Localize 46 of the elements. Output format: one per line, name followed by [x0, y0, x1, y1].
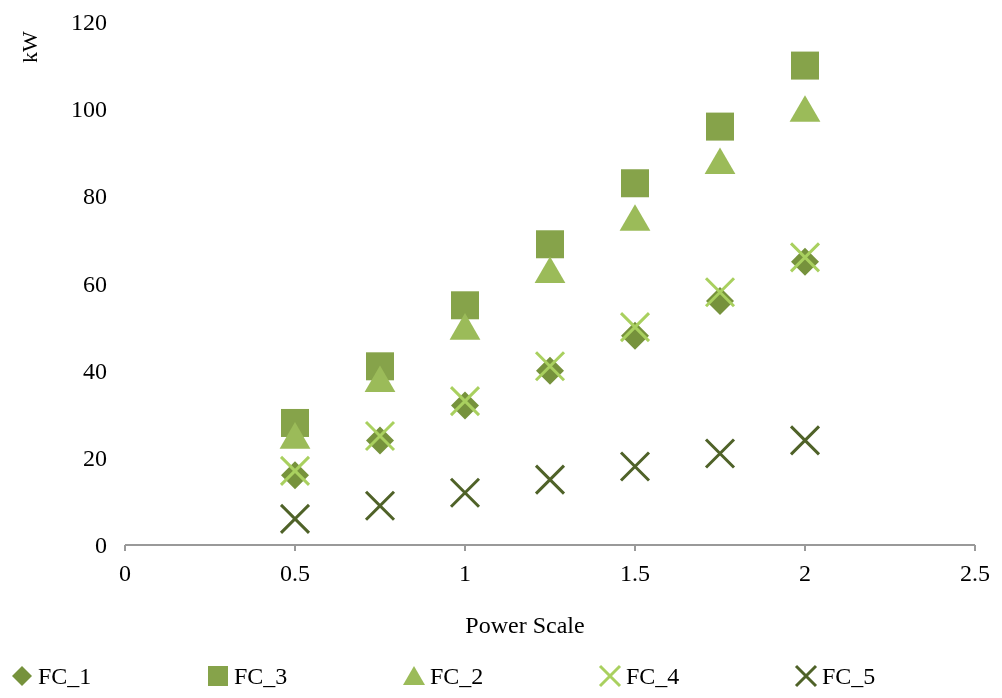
point [789, 95, 821, 122]
point [449, 477, 481, 509]
y-tick-label: 20 [83, 444, 107, 471]
x-tick-label: 1.5 [620, 560, 650, 586]
y-tick-label: 80 [83, 183, 107, 210]
point [789, 424, 821, 456]
point [279, 455, 311, 487]
x-tick-label: 0.5 [280, 560, 310, 586]
x-axis-title: Power Scale [465, 612, 585, 638]
point [789, 241, 821, 273]
point [536, 230, 564, 259]
legend-label: FC_5 [822, 663, 876, 689]
point [364, 365, 396, 392]
y-axis-title: kW [17, 30, 42, 63]
x-tick-label: 2.5 [960, 560, 990, 586]
legend-label: FC_3 [234, 663, 288, 689]
point [534, 256, 566, 284]
legend-label: FC_4 [626, 663, 680, 689]
point [364, 490, 396, 522]
x-tick-label: 1 [459, 560, 471, 586]
point [704, 437, 736, 469]
point [534, 350, 566, 382]
point [619, 451, 651, 483]
point [534, 464, 566, 496]
y-tick-label: 120 [71, 9, 107, 35]
point [706, 112, 734, 141]
point [279, 503, 311, 535]
legend-label: FC_1 [38, 663, 92, 689]
point [279, 422, 311, 449]
point [704, 147, 736, 175]
point [791, 51, 819, 80]
legend-label: FC_2 [430, 663, 484, 689]
y-tick-label: 60 [83, 270, 107, 297]
x-tick-label: 0 [119, 560, 131, 586]
point [449, 385, 481, 417]
y-tick-label: 0 [95, 532, 107, 558]
y-tick-label: 40 [83, 357, 107, 384]
y-tick-label: 100 [71, 96, 107, 123]
point [621, 169, 649, 198]
point [451, 291, 479, 320]
x-tick-label: 2 [799, 560, 811, 586]
point [364, 420, 396, 452]
point [704, 276, 736, 308]
point [619, 204, 651, 231]
point [449, 313, 481, 340]
point [619, 311, 651, 343]
